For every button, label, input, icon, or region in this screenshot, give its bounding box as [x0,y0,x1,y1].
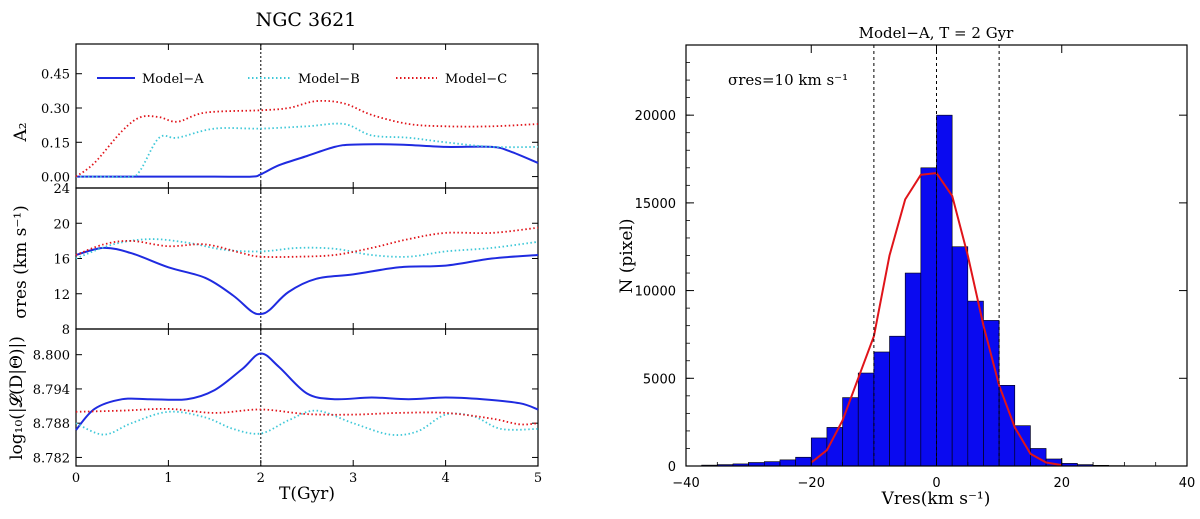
panel-loglike-ylabel: log₁₀(|𝓛(D|Θ)|) [7,336,27,460]
sigma-ytick-label: 8 [62,323,70,338]
panel-a2-lines [75,44,539,188]
panel-a2-ticks: 0.00 0.15 0.30 0.45 [41,44,539,188]
legend-label-model-c: Model−C [445,72,507,87]
histogram-xtick-label: 0 [932,476,940,491]
loglike-ytick-label: 8.788 [33,417,70,432]
histogram-bar [779,459,796,467]
loglike-series-modelb [75,409,539,436]
histogram-xlabel: Vres(km s⁻¹) [881,489,991,509]
a2-series-modelb [75,122,539,178]
left-xtick-label: 3 [349,471,357,486]
left-xtick-label: 1 [164,471,172,486]
histogram-bar [842,397,859,467]
legend-label-model-b: Model−B [298,72,360,87]
histogram-ylabel: N (pixel) [617,219,637,294]
legend-label-model-a: Model−A [142,72,204,87]
panel-sigma-lines [75,188,539,329]
histogram-ytick-label: 20000 [635,109,676,124]
histogram-bar [857,372,875,467]
histogram-ytick-label: 5000 [643,372,676,387]
a2-series-modela [75,143,539,178]
a2-ytick-label: 0.15 [41,136,70,151]
loglike-series-modela [75,352,539,431]
a2-ytick-label: 0.45 [41,68,70,83]
panel-loglike-frame [75,328,539,467]
histogram-bar [920,167,937,467]
left-xtick-label: 0 [72,471,80,486]
left-figure-title: NGC 3621 [256,9,357,31]
histogram-bar [873,351,890,467]
panel-sigma-ticks: 8 12 16 20 24 [53,182,539,338]
panel-sigma-ylabel: σres (km s⁻¹) [11,205,31,319]
histogram-bar [763,461,781,467]
loglike-series-modelc [75,407,539,426]
loglike-ytick-label: 8.782 [33,451,70,466]
a2-ytick-label: 0.30 [41,102,70,117]
panel-a2: 0.00 0.15 0.30 0.45 A₂ Model−A Model−B Mode… [11,43,539,189]
loglike-ytick-label: 8.800 [33,349,70,364]
left-xtick-label: 4 [441,471,449,486]
left-x-ticks: 0 1 2 3 4 5 [72,471,542,486]
sigma-ytick-label: 16 [53,253,70,268]
histogram-bar [967,300,984,467]
panel-loglike: 8.782 8.788 8.794 8.800 log₁₀(|𝓛(D|Θ)|) [7,328,539,467]
a2-ytick-label: 0.00 [41,171,70,186]
histogram-bar [904,272,922,467]
loglike-ytick-label: 8.794 [33,383,70,398]
histogram-bars [701,114,1125,467]
sigma-ytick-label: 20 [53,217,70,232]
histogram-bar [795,456,812,467]
sigma-ytick-label: 12 [53,288,70,303]
a2-series-modelc [75,99,539,178]
sigma-series-modela [75,246,539,316]
left-xtick-label: 2 [257,471,265,486]
histogram-annotation: σres=10 km s⁻¹ [728,71,848,89]
panel-sigma: 8 12 16 20 24 σres (km s⁻¹) [11,182,539,338]
panel-a2-ylabel: A₂ [11,122,31,142]
histogram-vlines [873,45,1000,466]
histogram-bar [936,114,953,467]
histogram-title: Model−A, T = 2 Gyr [859,24,1014,42]
panel-loglike-ticks: 8.782 8.788 8.794 8.800 [33,329,539,466]
histogram-ytick-label: 0 [668,460,676,475]
histogram-xtick-label: 20 [1053,476,1070,491]
panel-loglike-lines [75,329,539,466]
histogram-bar [983,320,1000,467]
legend: Model−A Model−B Model−C [97,72,507,87]
histogram-xtick-label: 40 [1179,476,1196,491]
sigma-series-modelb [75,238,539,260]
histogram-xtick-label: −40 [672,476,699,491]
sigma-ytick-label: 24 [53,182,70,197]
histogram-ytick-label: 15000 [635,197,676,212]
histogram-xtick-label: −20 [798,476,825,491]
histogram-ytick-label: 10000 [635,285,676,300]
sigma-series-modelc [75,226,539,258]
histogram-bar [889,335,906,467]
histogram-bar [951,246,969,467]
histogram-bar [998,385,1016,467]
left-xlabel: T(Gyr) [279,484,335,504]
left-xtick-label: 5 [534,471,542,486]
histogram-ticks: −40 −20 0 20 40 0 5000 10000 15000 20000 [635,45,1196,491]
